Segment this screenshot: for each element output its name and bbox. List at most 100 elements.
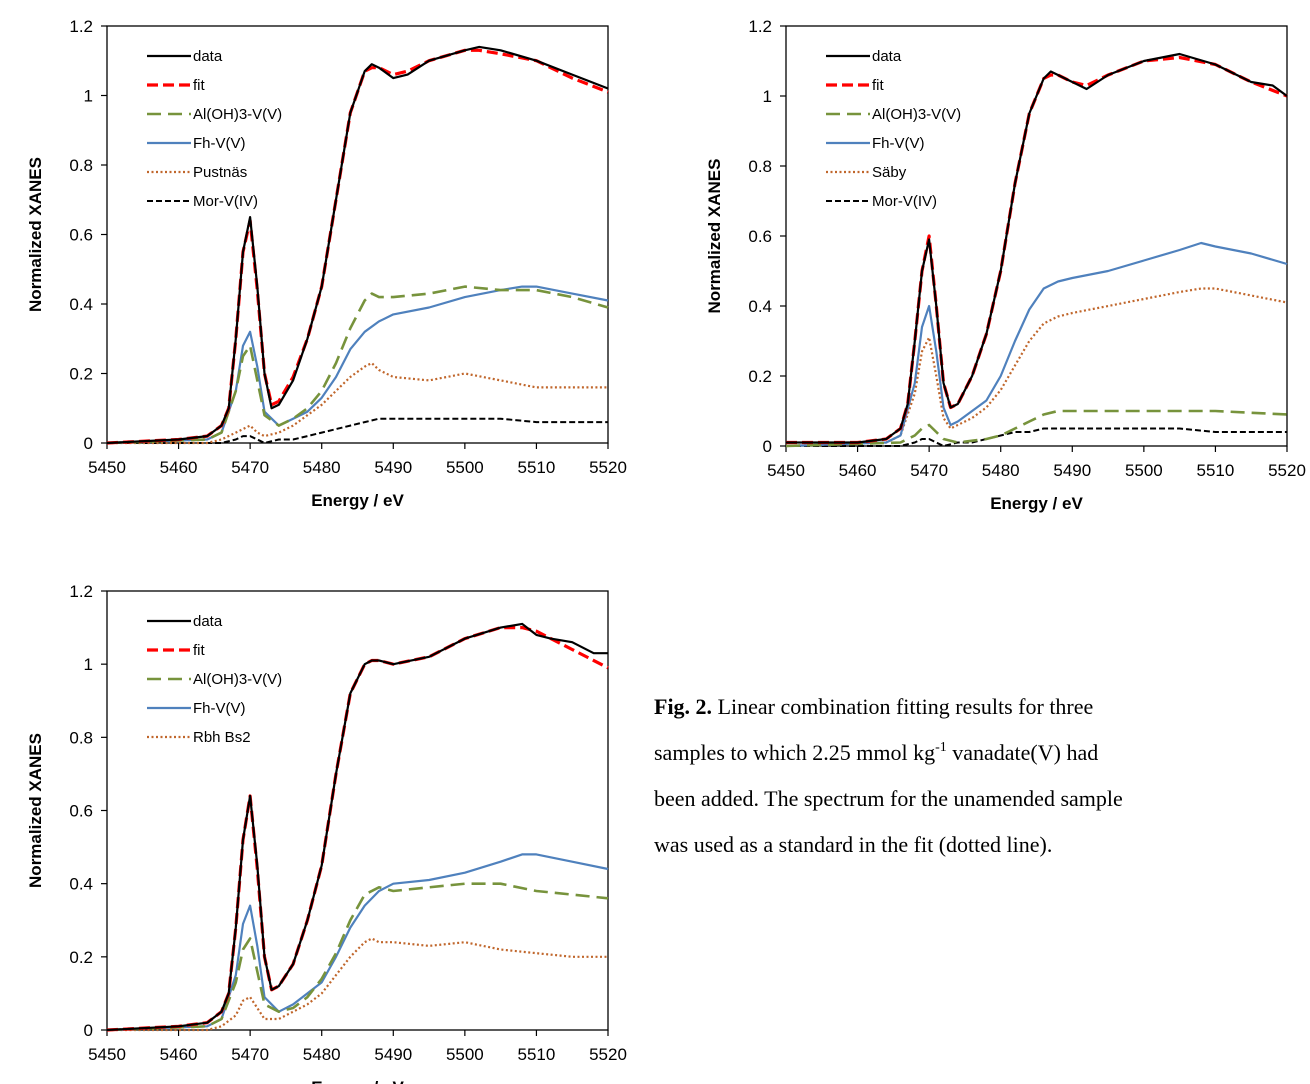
x-tick-label: 5460 [160, 458, 198, 477]
y-tick-label: 0.8 [748, 157, 772, 176]
series-line-s-by [785, 287, 1288, 448]
y-tick-label: 1.2 [69, 582, 93, 601]
chart-3: 0 0.2 0.4 0.6 0.8 1 1.2 5450 5460 5470 5480 5490 550… [26, 582, 627, 1084]
x-tick-label: 5500 [446, 458, 484, 477]
legend-label: Mor-V(IV) [872, 193, 937, 210]
y-tick-label: 0.8 [69, 156, 93, 175]
chart-1: 0 0.2 0.4 0.6 0.8 1 1.2 5450 5460 5470 5480 5490 550… [26, 17, 627, 510]
caption-line-3: been added. The spectrum for the unamend… [654, 786, 1123, 811]
y-tick-label: 0.6 [69, 802, 93, 821]
series-line-fh-v-v- [106, 285, 609, 445]
legend-label: Mor-V(IV) [193, 193, 258, 210]
legend-label: Fh-V(V) [193, 700, 246, 717]
caption-superscript: -1 [935, 740, 947, 755]
x-tick-label: 5470 [231, 458, 269, 477]
x-tick-label: 5520 [589, 458, 627, 477]
legend-label: Fh-V(V) [872, 135, 925, 152]
series-line-al-oh-3-v-v- [106, 285, 609, 445]
x-tick-label: 5510 [1197, 461, 1235, 480]
series-line-al-oh-3-v-v- [106, 882, 609, 1032]
plot-frame [785, 25, 1288, 447]
x-tick-label: 5480 [303, 458, 341, 477]
y-tick-label: 0.8 [69, 728, 93, 747]
caption-label: Fig. 2. [654, 694, 713, 719]
caption-line-2: samples to which 2.25 mmol kg-1 vanadate… [654, 730, 1304, 776]
chart-2: 0 0.2 0.4 0.6 0.8 1 1.2 5450 5460 5470 5480 5490 550… [705, 17, 1306, 513]
x-tick-label: 5460 [160, 1045, 198, 1064]
series-line-fit [786, 55, 1288, 445]
x-tick-label: 5450 [88, 458, 126, 477]
y-tick-label: 1 [763, 87, 772, 106]
series-line-mor-v-iv- [107, 417, 608, 444]
y-tick-label: 1 [84, 87, 93, 106]
y-tick-label: 1.2 [69, 17, 93, 36]
y-tick-label: 0.4 [69, 875, 93, 894]
y-tick-label: 0.6 [69, 226, 93, 245]
x-tick-label: 5470 [231, 1045, 269, 1064]
y-axis-label: Normalized XANES [705, 159, 724, 314]
caption-line-4: was used as a standard in the fit (dotte… [654, 832, 1053, 857]
legend-label: Al(OH)3-V(V) [872, 106, 961, 123]
y-axis-label: Normalized XANES [26, 733, 45, 888]
y-tick-label: 0.2 [69, 365, 93, 384]
x-tick-label: 5460 [839, 461, 877, 480]
legend-label: data [872, 48, 902, 65]
series-line-data [786, 52, 1288, 444]
series-line-data [106, 45, 609, 445]
y-tick-label: 1.2 [748, 17, 772, 36]
y-tick-label: 0.4 [748, 297, 772, 316]
x-tick-label: 5490 [374, 1045, 412, 1064]
x-tick-label: 5520 [1268, 461, 1306, 480]
y-tick-label: 0.2 [69, 948, 93, 967]
plot-frame [106, 25, 609, 444]
y-tick-label: 0.4 [69, 295, 93, 314]
series-line-al-oh-3-v-v- [785, 409, 1288, 448]
x-tick-label: 5510 [518, 458, 556, 477]
x-tick-label: 5510 [518, 1045, 556, 1064]
legend-label: data [193, 48, 223, 65]
x-axis-label: Energy / eV [311, 491, 404, 510]
legend-label: Rbh Bs2 [193, 729, 251, 746]
x-tick-label: 5500 [1125, 461, 1163, 480]
plot-frame [106, 590, 609, 1031]
y-tick-label: 1 [84, 655, 93, 674]
x-tick-label: 5470 [910, 461, 948, 480]
y-tick-label: 0.2 [748, 367, 772, 386]
caption-line-1: Fig. 2. Linear combination fitting resul… [654, 684, 1304, 730]
y-tick-label: 0 [84, 1021, 93, 1040]
legend-label: fit [193, 77, 206, 94]
x-tick-label: 5520 [589, 1045, 627, 1064]
x-tick-label: 5490 [1053, 461, 1091, 480]
figure-caption: Fig. 2. Linear combination fitting resul… [654, 684, 1304, 868]
x-tick-label: 5450 [767, 461, 805, 480]
caption-text-1: Linear combination fitting results for t… [717, 694, 1094, 719]
x-tick-label: 5480 [303, 1045, 341, 1064]
legend-label: fit [193, 642, 206, 659]
x-axis-label: Energy / eV [990, 494, 1083, 513]
series-line-pustn-s [107, 362, 608, 445]
series-line-data [106, 622, 608, 1032]
series-line-mor-v-iv- [786, 427, 1287, 447]
legend-label: Al(OH)3-V(V) [193, 671, 282, 688]
x-tick-label: 5500 [446, 1045, 484, 1064]
legend-label: Säby [872, 164, 907, 181]
caption-text-2b: vanadate(V) had [952, 740, 1099, 765]
legend-label: fit [872, 77, 885, 94]
series-line-fh-v-v- [785, 241, 1288, 448]
y-tick-label: 0 [763, 437, 772, 456]
x-tick-label: 5480 [982, 461, 1020, 480]
y-axis-label: Normalized XANES [26, 157, 45, 312]
caption-text-2a: samples to which 2.25 mmol kg [654, 740, 936, 765]
y-tick-label: 0.6 [748, 227, 772, 246]
series-line-rbh-bs2 [107, 937, 608, 1032]
series-line-fit [106, 625, 609, 1032]
x-tick-label: 5450 [88, 1045, 126, 1064]
x-tick-label: 5490 [374, 458, 412, 477]
legend-label: Al(OH)3-V(V) [193, 106, 282, 123]
legend-label: Pustnäs [193, 164, 247, 181]
legend-label: Fh-V(V) [193, 135, 246, 152]
series-line-fh-v-v- [106, 853, 609, 1032]
legend-label: data [193, 613, 223, 630]
series-line-fit [106, 48, 609, 445]
y-tick-label: 0 [84, 434, 93, 453]
